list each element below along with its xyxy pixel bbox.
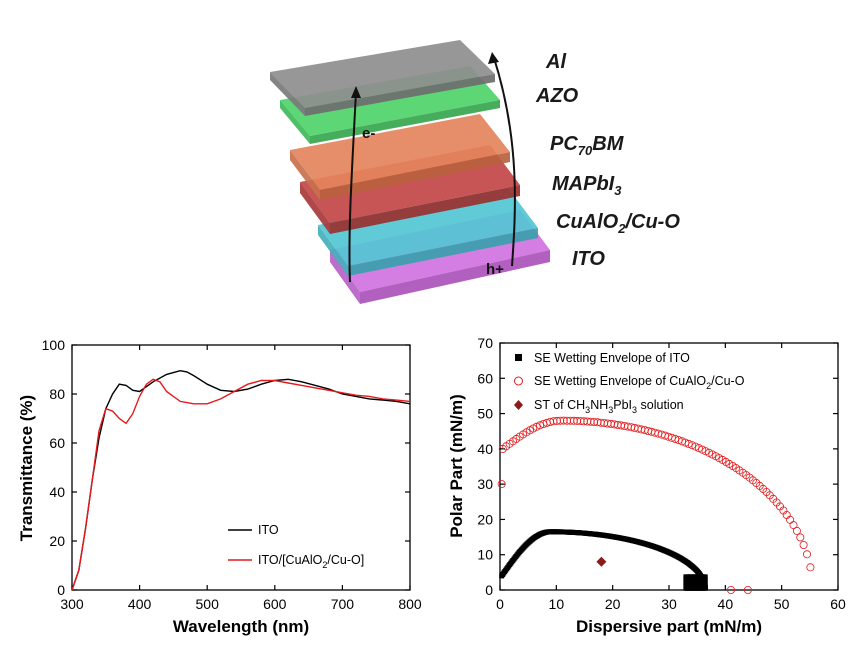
ito-envelope-point (702, 582, 708, 588)
ito-envelope-point (702, 574, 708, 580)
legend-marker-solution-st (514, 400, 523, 410)
surface-energy-xtick-label: 0 (496, 596, 504, 612)
transmittance-series-line-1 (71, 378, 411, 591)
cualo2-envelope-point (792, 526, 801, 535)
surface-energy-xtick-label: 40 (718, 596, 734, 612)
cualo2-envelope-point (590, 417, 599, 426)
layer-label-al: Al (545, 51, 566, 73)
cualo2-envelope-point (727, 586, 736, 595)
surface-energy-xtick-label: 50 (774, 596, 790, 612)
transmittance-series-line-0 (71, 369, 411, 591)
hole-label: h+ (486, 261, 504, 278)
transmittance-xtick-label: 700 (331, 596, 355, 612)
legend-label-ito: ITO (258, 523, 279, 537)
surface-energy-ylabel: Polar Part (mN/m) (447, 394, 466, 538)
surface-energy-ytick-label: 60 (477, 370, 493, 386)
transmittance-chart: 300 400 500 600 700 800 0 20 40 60 80 100 Wavelengt… (17, 337, 422, 636)
transmittance-legend: ITO ITO/[CuAlO2/Cu-O] (228, 523, 364, 570)
transmittance-axis-ticks: 300 400 500 600 700 800 0 20 40 60 80 100 (42, 337, 422, 612)
legend-label-ito-cualo2: ITO/[CuAlO2/Cu-O] (258, 553, 364, 570)
cualo2-envelope-point (593, 418, 602, 427)
legend-label-ito-envelope: SE Wetting Envelope of ITO (534, 351, 690, 365)
cualo2-envelope-point (678, 437, 687, 446)
surface-energy-ytick-label: 70 (477, 335, 493, 351)
legend-label-cualo2-envelope: SE Wetting Envelope of CuAlO2/Cu-O (534, 374, 745, 391)
surface-energy-ytick-label: 50 (477, 406, 493, 422)
surface-energy-legend: SE Wetting Envelope of ITO SE Wetting En… (514, 351, 745, 415)
layer-label-pc70bm: PC70BM (550, 133, 625, 158)
transmittance-ytick-label: 80 (49, 386, 65, 402)
surface-energy-ytick-label: 10 (477, 547, 493, 563)
hole-arrowhead (488, 52, 499, 64)
transmittance-ytick-label: 40 (49, 484, 65, 500)
layer-label-ito: ITO (572, 248, 605, 270)
legend-marker-ito-envelope (515, 354, 522, 361)
cualo2-envelope-point (806, 563, 815, 572)
surface-energy-xtick-label: 10 (549, 596, 565, 612)
solution-st-point (596, 556, 607, 567)
ito-envelope-point (702, 580, 708, 586)
cualo2-envelope-point (688, 441, 697, 450)
layer-pc70bm (290, 114, 510, 200)
transmittance-xtick-label: 300 (60, 596, 84, 612)
transmittance-plot-frame (71, 344, 411, 591)
transmittance-series (71, 369, 411, 591)
legend-label-solution-st: ST of CH3NH3PbI3 solution (534, 398, 684, 415)
surface-energy-xtick-label: 60 (830, 596, 846, 612)
cualo2-envelope-point (803, 550, 812, 559)
layer-al (270, 40, 495, 116)
transmittance-ytick-label: 60 (49, 435, 65, 451)
cualo2-envelope-point (743, 586, 752, 595)
layer-label-azo: AZO (535, 85, 579, 107)
cualo2-envelope-point (796, 533, 805, 542)
transmittance-ytick-label: 100 (42, 337, 66, 353)
surface-energy-series (497, 416, 815, 595)
legend-marker-cualo2-envelope (514, 376, 523, 386)
surface-energy-ytick-label: 0 (485, 582, 493, 598)
cualo2-envelope-point (576, 417, 585, 426)
transmittance-xtick-label: 600 (263, 596, 287, 612)
cualo2-envelope-point (684, 439, 693, 448)
electron-label: e- (362, 125, 375, 142)
cualo2-envelope-point (610, 420, 619, 429)
transmittance-ylabel: Transmittance (%) (17, 395, 36, 541)
hole-path (493, 57, 516, 267)
surface-energy-chart: 0 10 20 30 40 50 60 0 10 20 30 40 50 60 70 Dispersive … (447, 335, 846, 636)
transmittance-xtick-label: 800 (398, 596, 422, 612)
cualo2-envelope-point (789, 521, 798, 530)
surface-energy-xlabel: Dispersive part (mN/m) (576, 617, 762, 636)
ito-envelope-point (702, 585, 708, 591)
ito-envelope-point (702, 577, 708, 583)
device-stack-illustration: e- h+ Al AZO PC70BM MAPbI3 CuAlO2/Cu-O I… (270, 40, 680, 304)
surface-energy-ytick-label: 20 (477, 511, 493, 527)
cualo2-envelope-point (607, 419, 616, 428)
surface-energy-xtick-label: 20 (605, 596, 621, 612)
transmittance-xlabel: Wavelength (nm) (173, 617, 309, 636)
transmittance-xtick-label: 400 (128, 596, 152, 612)
cualo2-envelope-point (681, 438, 690, 447)
transmittance-xtick-label: 500 (196, 596, 220, 612)
cualo2-envelope-point (573, 416, 582, 425)
layer-cualo2 (318, 188, 538, 276)
cualo2-envelope-point (786, 515, 795, 524)
surface-energy-ytick-label: 40 (477, 441, 493, 457)
surface-energy-xtick-label: 30 (661, 596, 677, 612)
surface-energy-axis-ticks: 0 10 20 30 40 50 60 0 10 20 30 40 50 60 70 (477, 335, 846, 612)
layer-label-cualo2: CuAlO2/Cu-O (556, 211, 680, 236)
cualo2-envelope-point (556, 416, 565, 425)
cualo2-envelope-point (497, 480, 506, 489)
cualo2-envelope-point (559, 416, 568, 425)
electron-arrowhead (351, 86, 361, 98)
transmittance-ytick-label: 0 (57, 582, 65, 598)
cualo2-envelope-point (799, 541, 808, 550)
surface-energy-ytick-label: 30 (477, 476, 493, 492)
electron-path (348, 91, 357, 283)
transmittance-ytick-label: 20 (49, 533, 65, 549)
layer-label-mapbi3: MAPbI3 (552, 173, 622, 198)
